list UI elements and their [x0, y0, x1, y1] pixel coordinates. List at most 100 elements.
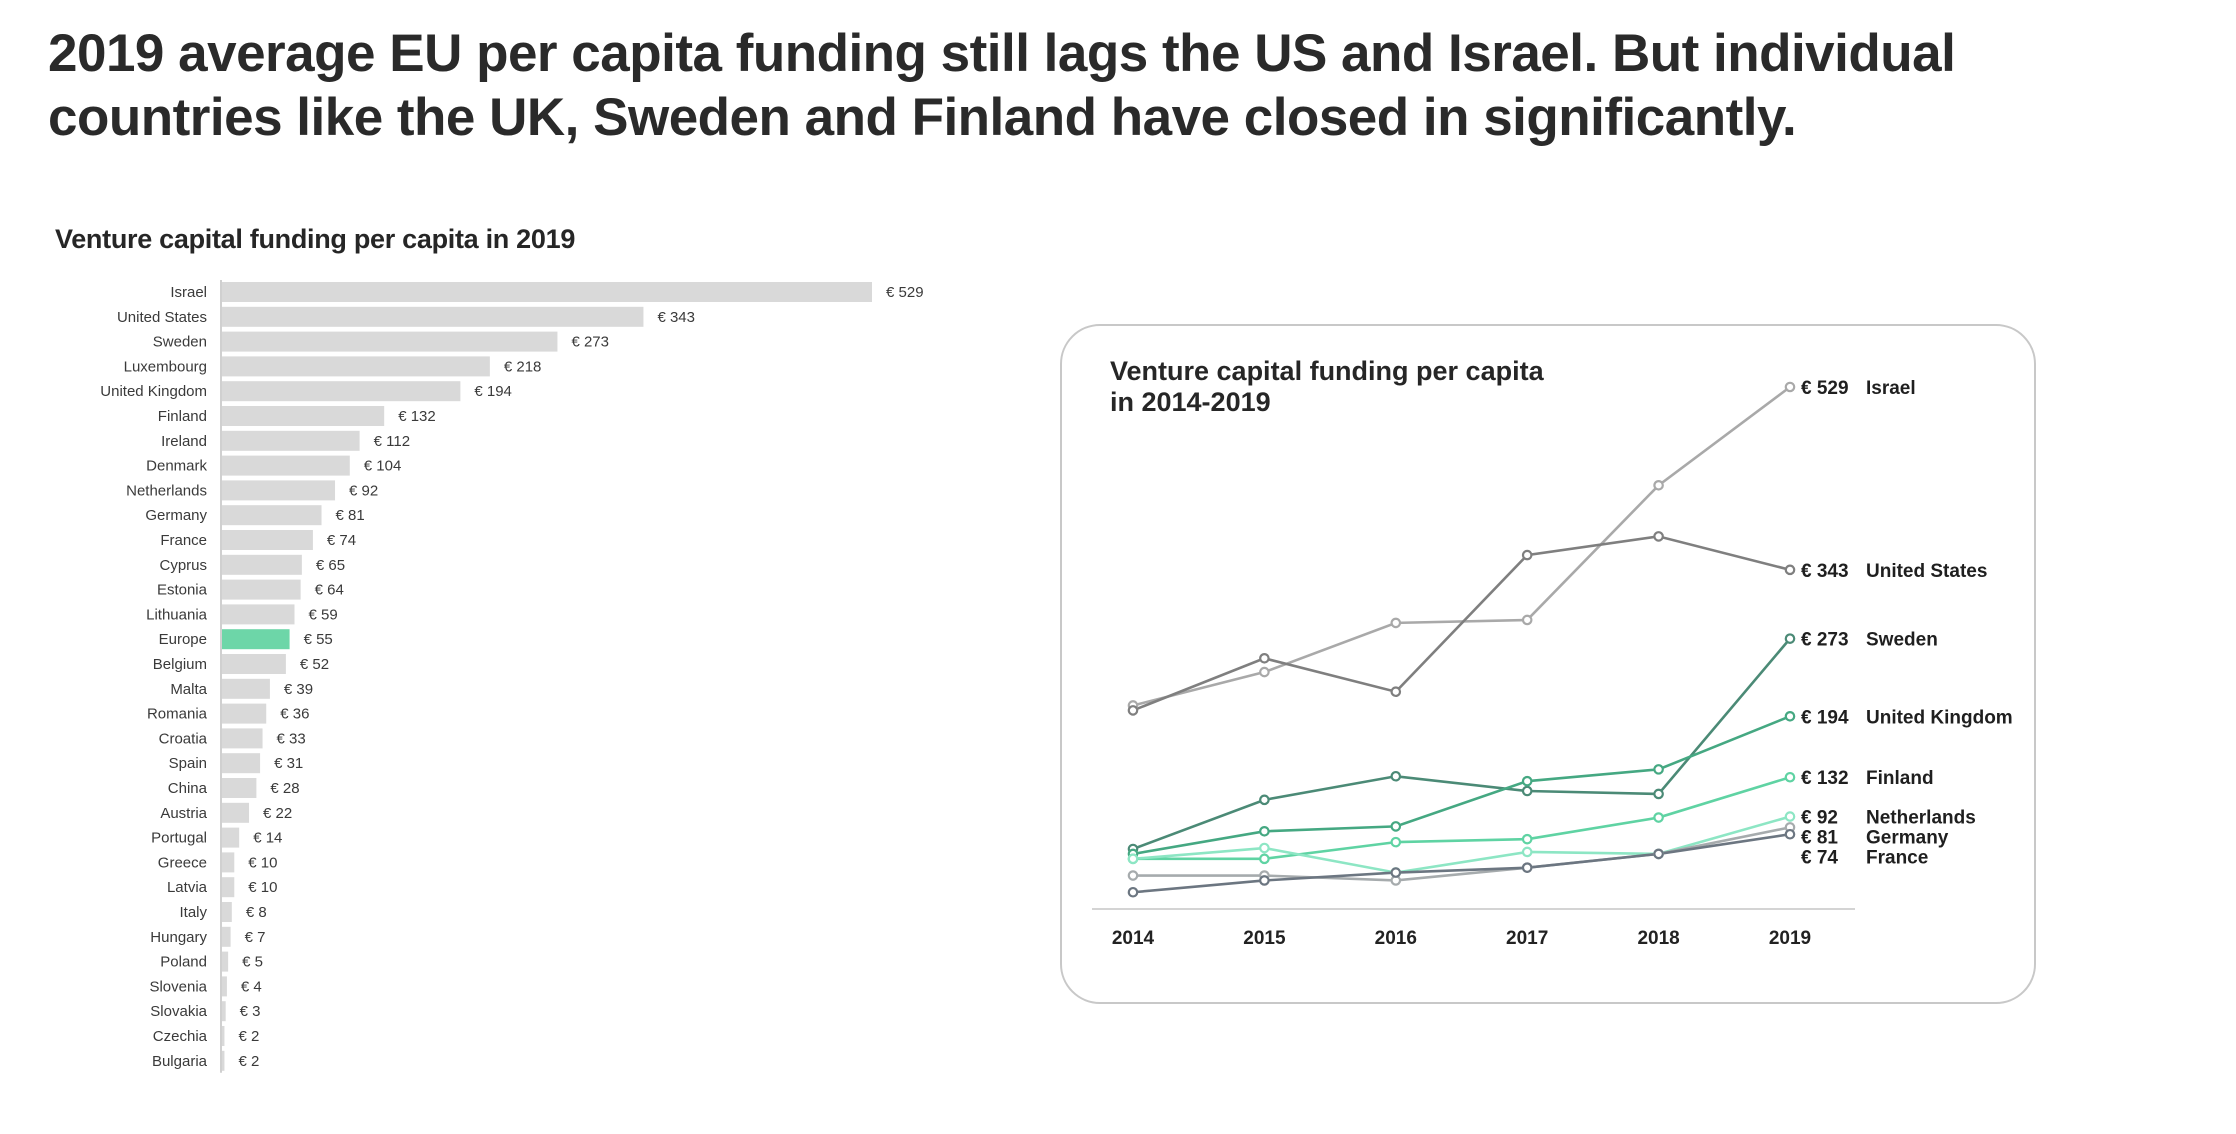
- point-united-kingdom: [1653, 764, 1664, 775]
- bar-value-label: € 112: [374, 433, 410, 450]
- bar-category-label: United Kingdom: [100, 383, 207, 400]
- headline-line-1: 2019 average EU per capita funding still…: [48, 24, 1956, 83]
- bar-united-states: [222, 306, 644, 327]
- bar-category-label: Romania: [147, 706, 208, 723]
- series-name-label: Sweden: [1866, 630, 1938, 651]
- point-sweden: [1653, 788, 1664, 800]
- bar-united-kingdom: [222, 381, 461, 402]
- bar-value-label: € 529: [886, 284, 924, 301]
- bar-italy: [222, 902, 232, 922]
- bar-value-label: € 74: [327, 532, 356, 549]
- point-united-states: [1653, 531, 1664, 542]
- bar-value-label: € 218: [504, 358, 542, 375]
- point-israel: [1521, 614, 1533, 626]
- point-sweden: [1259, 794, 1270, 806]
- bar-category-label: Ireland: [161, 433, 207, 450]
- series-line-germany: [1133, 826, 1791, 882]
- bar-estonia: [222, 579, 301, 600]
- bar-chart-title: Venture capital funding per capita in 20…: [55, 224, 576, 254]
- bar-luxembourg: [222, 356, 490, 377]
- bar-value-label: € 2: [238, 1028, 259, 1045]
- point-finland: [1784, 771, 1796, 783]
- line-chart-title: Venture capital funding per capita in 20…: [1110, 356, 1544, 418]
- bar-spain: [222, 753, 261, 774]
- bar-value-label: € 28: [270, 780, 299, 797]
- bar-category-label: Spain: [169, 755, 207, 772]
- bar-value-label: € 36: [280, 706, 309, 723]
- bar-value-label: € 59: [308, 606, 337, 623]
- bar-category-label: Estonia: [157, 582, 208, 599]
- bar-value-label: € 55: [304, 631, 333, 648]
- point-germany: [1127, 870, 1139, 881]
- bar-portugal: [222, 827, 240, 848]
- point-united-kingdom: [1259, 826, 1270, 837]
- point-finland: [1653, 812, 1664, 823]
- x-tick-label: 2014: [1112, 928, 1155, 949]
- bar-value-label: € 31: [274, 755, 303, 772]
- bar-category-label: United States: [117, 309, 207, 326]
- bar-category-label: Luxembourg: [124, 358, 207, 375]
- point-united-states: [1521, 549, 1533, 561]
- headline-line-2: countries like the UK, Sweden and Finlan…: [48, 88, 1797, 147]
- line-chart-title-line-2: in 2014-2019: [1110, 387, 1271, 417]
- end-value-label: € 81: [1801, 828, 1838, 849]
- point-france: [1259, 875, 1270, 886]
- point-israel: [1259, 666, 1270, 678]
- bar-category-label: Belgium: [153, 656, 207, 673]
- bar-value-label: € 3: [240, 1003, 261, 1020]
- bar-netherlands: [222, 480, 336, 501]
- bar-ireland: [222, 430, 360, 451]
- point-sweden: [1521, 785, 1533, 797]
- bar-sweden: [222, 331, 558, 352]
- bar-value-label: € 4: [241, 978, 262, 995]
- bar-value-label: € 52: [300, 656, 329, 673]
- bar-value-label: € 14: [253, 830, 282, 847]
- series-name-label: United States: [1866, 561, 1987, 582]
- point-france: [1521, 862, 1533, 873]
- bar-value-label: € 104: [364, 458, 402, 475]
- x-tick-label: 2017: [1506, 928, 1548, 949]
- x-tick-label: 2015: [1243, 928, 1286, 949]
- bar-category-label: Poland: [160, 954, 207, 971]
- bar-france: [222, 530, 313, 550]
- bar-category-label: Malta: [170, 681, 207, 698]
- point-israel: [1390, 617, 1402, 629]
- series-name-label: France: [1866, 848, 1928, 869]
- point-france: [1653, 848, 1664, 860]
- series-line-sweden: [1132, 637, 1791, 851]
- series-name-label: Germany: [1866, 828, 1949, 849]
- bar-category-label: China: [168, 780, 208, 797]
- bar-category-label: Sweden: [153, 334, 207, 351]
- bar-value-label: € 81: [336, 507, 365, 524]
- end-value-label: € 343: [1801, 561, 1849, 582]
- end-value-label: € 92: [1801, 808, 1838, 829]
- bar-hungary: [222, 926, 231, 947]
- bar-category-label: Latvia: [167, 879, 208, 896]
- bar-cyprus: [222, 554, 302, 575]
- point-finland: [1259, 853, 1270, 865]
- bar-category-label: France: [160, 532, 207, 549]
- bar-category-label: Cyprus: [159, 557, 207, 574]
- bar-category-label: Czechia: [153, 1028, 208, 1045]
- point-france: [1390, 867, 1402, 878]
- point-united-states: [1127, 705, 1139, 716]
- point-united-kingdom: [1390, 821, 1402, 832]
- point-israel: [1653, 479, 1664, 491]
- bar-value-label: € 132: [398, 408, 436, 425]
- bar-category-label: Portugal: [151, 830, 207, 847]
- bar-category-label: Bulgaria: [152, 1053, 208, 1070]
- point-netherlands: [1784, 811, 1796, 822]
- bar-value-label: € 7: [245, 929, 266, 946]
- series-name-label: Finland: [1866, 768, 1934, 789]
- series-name-label: Netherlands: [1866, 808, 1976, 829]
- point-israel: [1784, 381, 1796, 393]
- bar-malta: [222, 678, 270, 699]
- point-united-states: [1390, 686, 1402, 698]
- bar-bulgaria: [222, 1050, 225, 1071]
- bar-europe: [222, 629, 290, 650]
- bar-value-label: € 5: [242, 954, 263, 971]
- bar-value-label: € 10: [248, 854, 277, 871]
- bar-germany: [222, 505, 322, 526]
- bar-value-label: € 64: [315, 582, 344, 599]
